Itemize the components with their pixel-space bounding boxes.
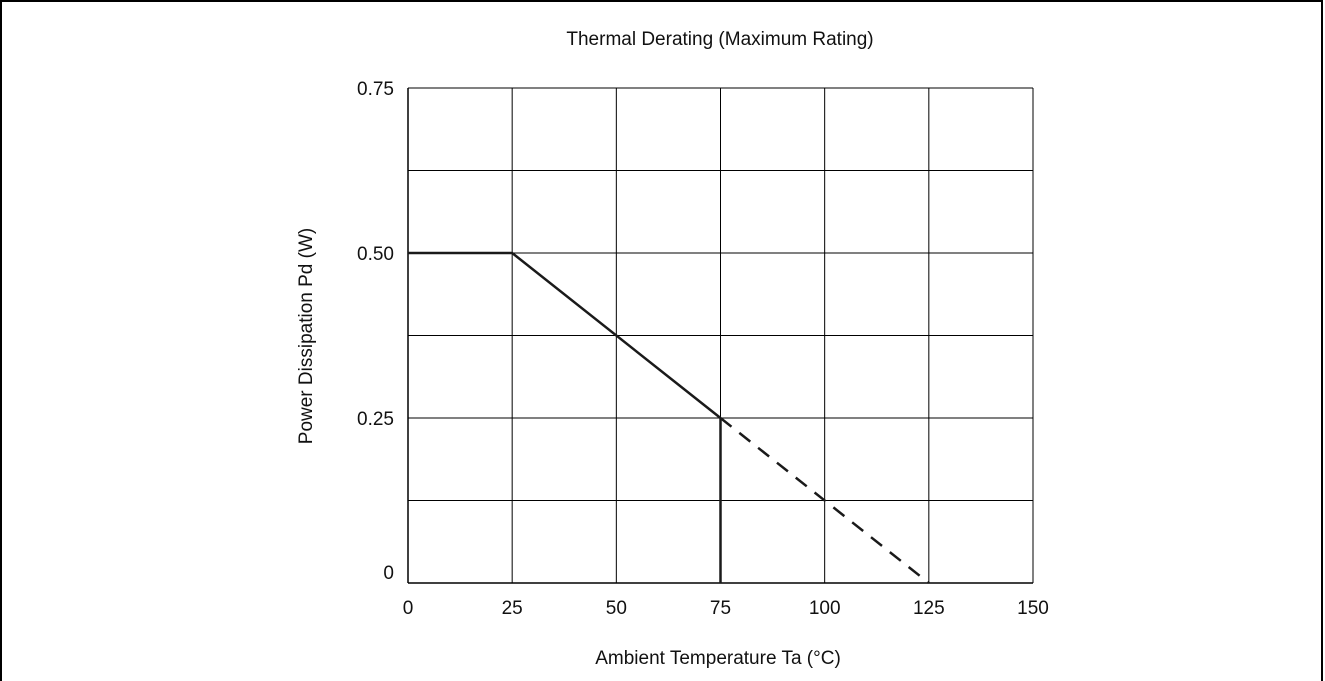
x-tick-label-150: 150 — [1017, 598, 1049, 619]
x-tick-label-75: 75 — [710, 598, 731, 619]
series-lines — [408, 251, 930, 584]
y-tick-labels: 0 0.25 0.50 0.75 — [357, 79, 394, 584]
x-tick-label-0: 0 — [403, 598, 414, 619]
x-tick-label-25: 25 — [502, 598, 523, 619]
y-tick-label-2: 0.50 — [357, 244, 394, 265]
y-tick-label-0: 0 — [383, 563, 394, 584]
series-line-2 — [719, 417, 930, 584]
chart-title: Thermal Derating (Maximum Rating) — [566, 29, 873, 50]
x-tick-labels: 0 25 50 75 100 125 150 — [403, 598, 1049, 619]
x-tick-label-125: 125 — [913, 598, 945, 619]
x-tick-label-100: 100 — [809, 598, 841, 619]
y-tick-label-3: 0.75 — [357, 79, 394, 100]
y-tick-label-1: 0.25 — [357, 409, 394, 430]
y-axis-label: Power Dissipation Pd (W) — [296, 228, 317, 444]
x-axis-label: Ambient Temperature Ta (°C) — [595, 648, 841, 669]
x-tick-label-50: 50 — [606, 598, 627, 619]
series-line-0 — [408, 251, 722, 419]
